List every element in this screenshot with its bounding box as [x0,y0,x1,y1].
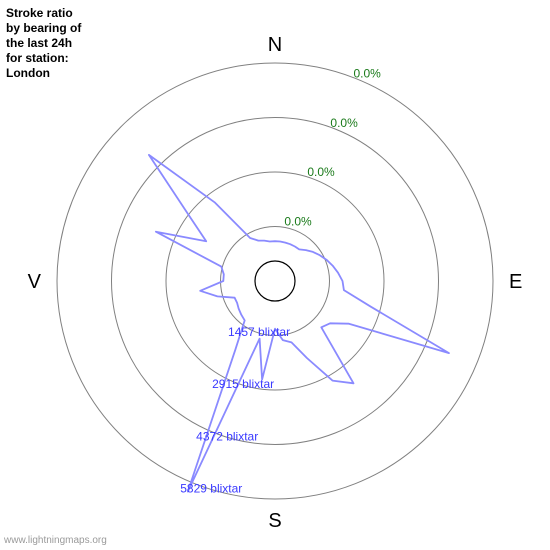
cardinal-e: E [509,271,522,293]
attribution-text: www.lightningmaps.org [4,535,107,546]
stroke-ratio-line [149,155,449,492]
cardinal-w: V [28,271,42,293]
ring-label-top-4: 0.0% [353,66,381,80]
chart-title: Stroke ratio by bearing of the last 24h … [6,6,81,81]
ring-label-bottom-2: 2915 blixtar [212,377,274,391]
cardinal-s: S [268,510,281,532]
cardinal-n: N [268,34,282,56]
ring-label-bottom-4: 5829 blixtar [180,481,242,495]
ring-label-top-1: 0.0% [284,215,312,229]
ring-label-top-2: 0.0% [307,165,335,179]
ring-label-bottom-3: 4372 blixtar [196,429,258,443]
ring-label-top-3: 0.0% [330,116,358,130]
center-circle [255,261,295,301]
ring-label-bottom-1: 1457 blixtar [228,325,290,339]
